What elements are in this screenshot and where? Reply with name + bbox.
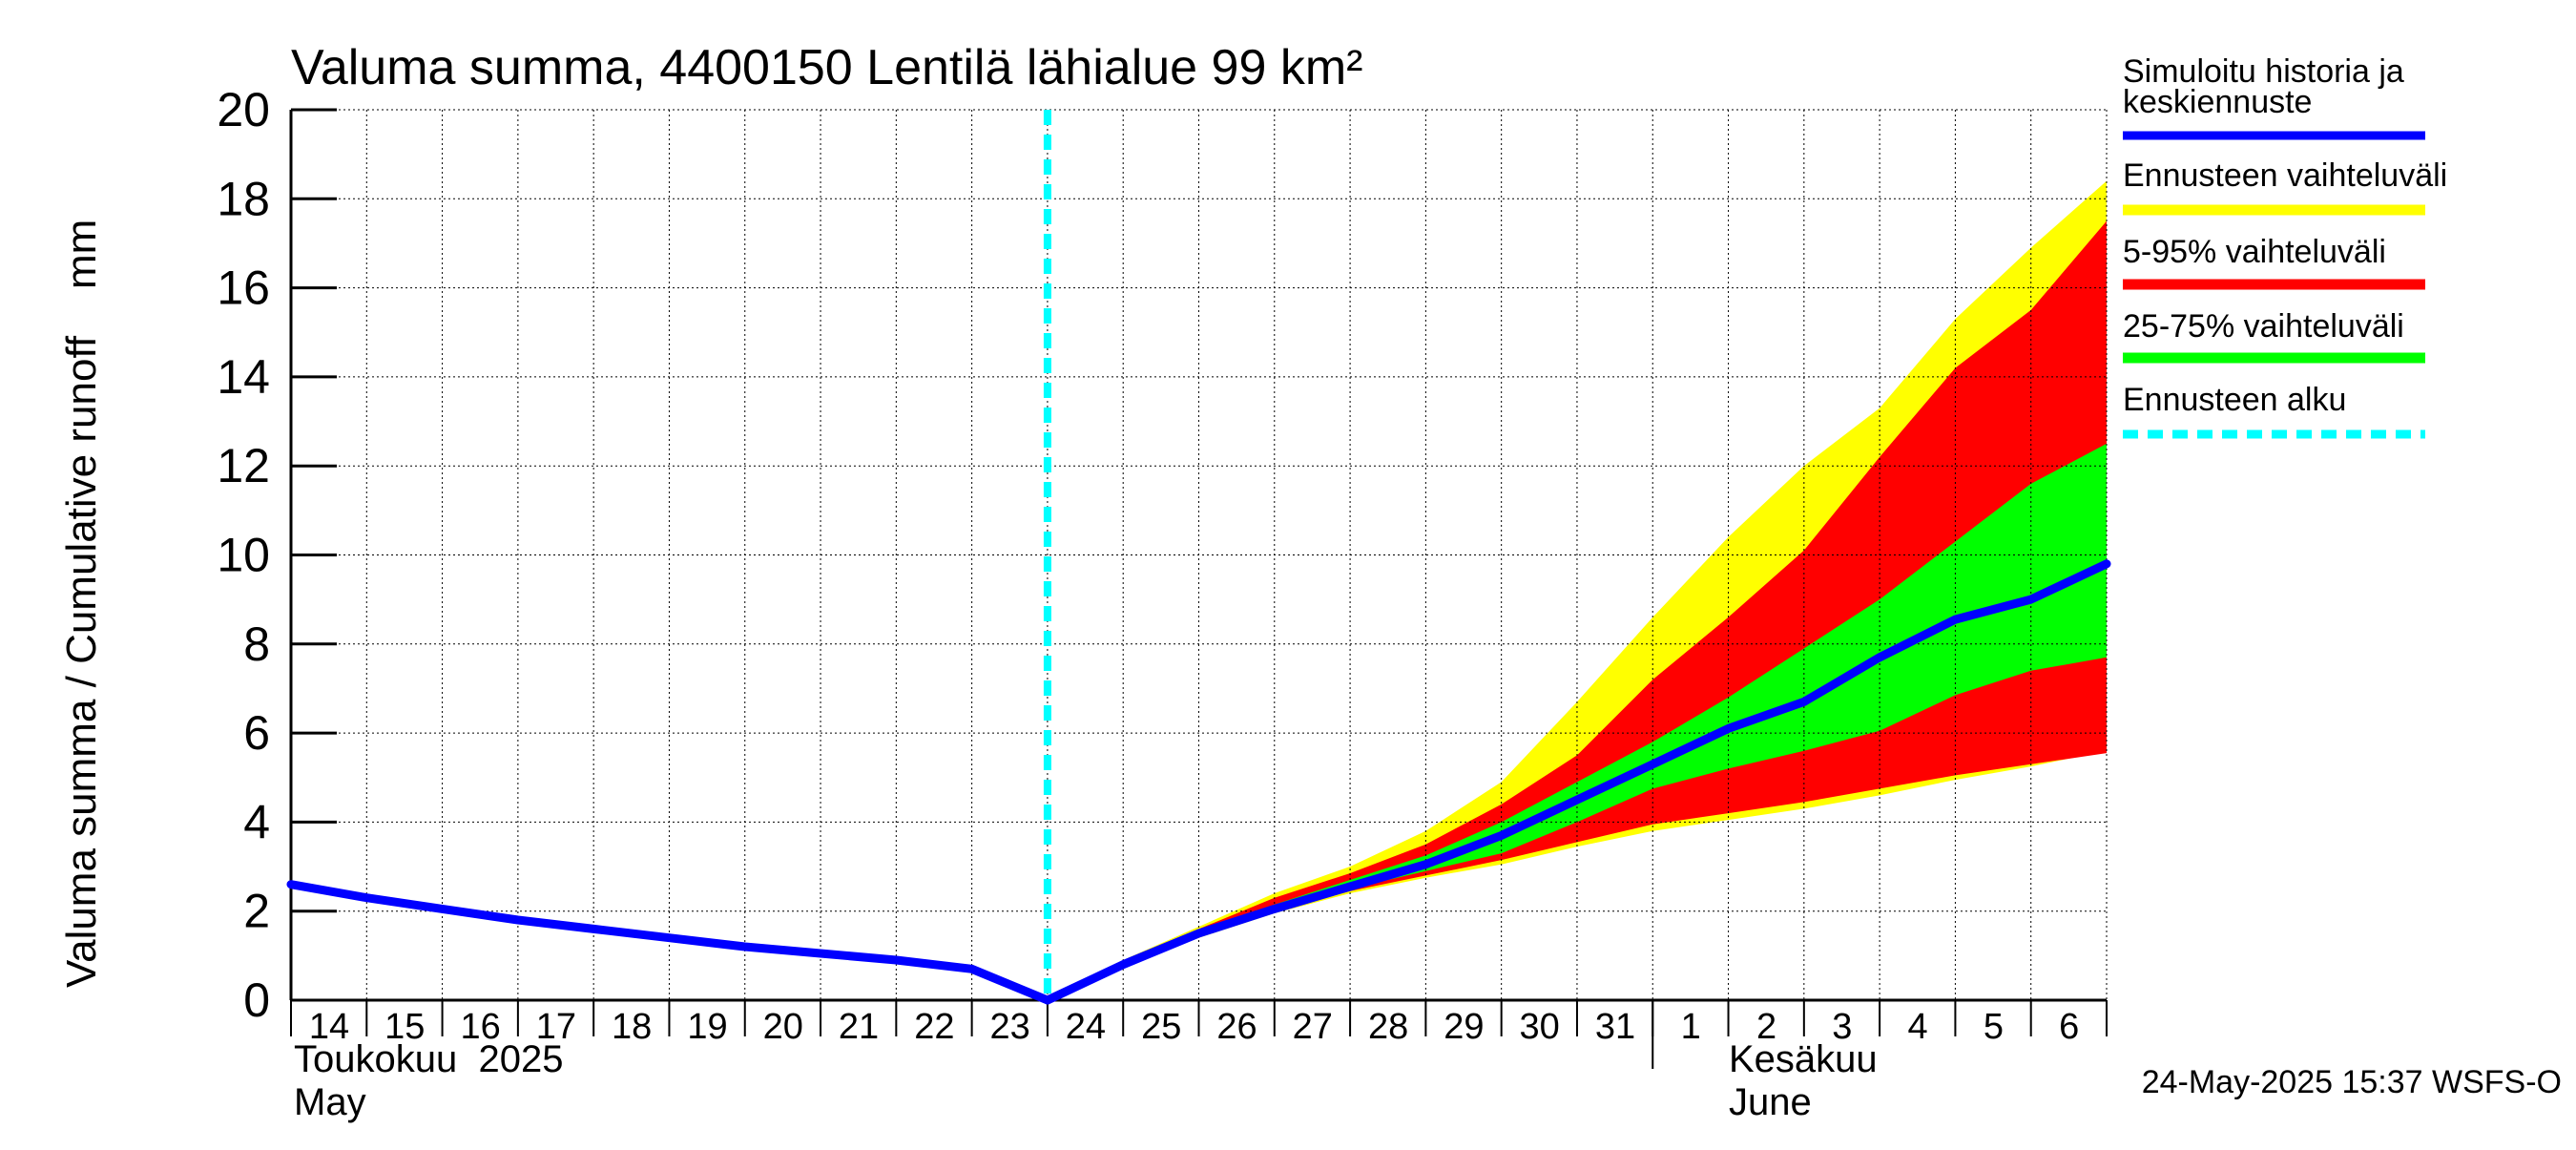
x-tick-label: 26 (1216, 1007, 1257, 1047)
x-tick-label: 16 (460, 1007, 500, 1047)
y-tick-label: 0 (243, 973, 270, 1027)
chart-footer-timestamp: 24-May-2025 15:37 WSFS-O (2142, 1064, 2562, 1100)
y-axis-label: Valuma summa / Cumulative runoff mm (58, 220, 105, 988)
chart-title: Valuma summa, 4400150 Lentilä lähialue 9… (291, 40, 1362, 95)
legend-label-5-95: 5-95% vaihteluväli (2123, 234, 2386, 270)
forecast-range-band (1047, 180, 2107, 1001)
month-label-june-fi: Kesäkuu (1729, 1038, 1878, 1080)
y-tick-label: 16 (217, 261, 270, 315)
y-tick-label: 18 (217, 172, 270, 225)
x-tick-label: 18 (612, 1007, 652, 1047)
x-tick-label: 29 (1444, 1007, 1484, 1047)
month-label-may-en: May (294, 1081, 366, 1123)
y-tick-label: 6 (243, 706, 270, 760)
x-tick-label: 3 (1832, 1007, 1852, 1047)
legend-label-forecast-range: Ennusteen vaihteluväli (2123, 157, 2447, 194)
y-tick-label: 14 (217, 350, 270, 404)
x-tick-label: 22 (914, 1007, 954, 1047)
x-tick-label: 24 (1066, 1007, 1106, 1047)
y-tick-label: 8 (243, 617, 270, 671)
x-tick-label: 27 (1293, 1007, 1333, 1047)
y-tick-label: 12 (217, 439, 270, 492)
legend-label-simulated-line1: Simuloitu historia ja (2123, 53, 2404, 90)
x-tick-label: 1 (1681, 1007, 1701, 1047)
y-tick-label: 2 (243, 885, 270, 938)
legend-label-25-75: 25-75% vaihteluväli (2123, 308, 2404, 345)
x-tick-label: 23 (989, 1007, 1029, 1047)
x-tick-label: 31 (1595, 1007, 1635, 1047)
legend-label-forecast-start: Ennusteen alku (2123, 382, 2346, 418)
x-tick-label: 20 (763, 1007, 803, 1047)
y-tick-label: 20 (217, 83, 270, 136)
x-tick-label: 30 (1520, 1007, 1560, 1047)
x-tick-label: 25 (1141, 1007, 1181, 1047)
x-tick-label: 28 (1368, 1007, 1408, 1047)
x-tick-label: 6 (2059, 1007, 2079, 1047)
y-tick-label: 4 (243, 795, 270, 848)
x-tick-label: 15 (384, 1007, 425, 1047)
x-tick-label: 2 (1756, 1007, 1776, 1047)
month-label-june-en: June (1729, 1081, 1812, 1123)
x-tick-label: 19 (687, 1007, 727, 1047)
band-25-75 (1047, 443, 2107, 1000)
x-tick-label: 21 (839, 1007, 879, 1047)
y-tick-label: 10 (217, 529, 270, 582)
x-tick-label: 14 (309, 1007, 349, 1047)
month-label-may-fi: Toukokuu 2025 (294, 1038, 563, 1080)
x-tick-label: 4 (1908, 1007, 1928, 1047)
median-forecast-line (1043, 559, 2111, 1005)
x-tick-label: 5 (1984, 1007, 2004, 1047)
legend: Simuloitu historia ja keskiennuste Ennus… (2123, 53, 2447, 439)
legend-label-simulated-line2: keskiennuste (2123, 84, 2312, 120)
x-tick-label: 17 (536, 1007, 576, 1047)
history-line (286, 880, 1052, 1005)
